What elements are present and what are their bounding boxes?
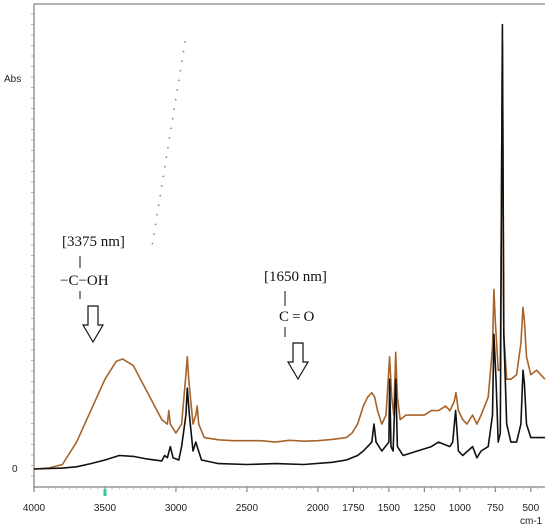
annotation-oh: [3375 nm] −C−OH bbox=[60, 234, 125, 344]
dot bbox=[154, 223, 157, 226]
dot bbox=[165, 156, 168, 159]
dot bbox=[182, 50, 185, 53]
dot bbox=[179, 69, 182, 72]
x-tick-label: 3000 bbox=[165, 503, 188, 514]
dot bbox=[162, 175, 165, 178]
x-tick-label: 1000 bbox=[449, 503, 472, 514]
x-axis: 4000 3500 3000 2500 2000 1750 1500 1250 1000 750 5… bbox=[23, 487, 540, 514]
y-axis: Abs 0 bbox=[4, 13, 34, 477]
y-axis-label: Abs bbox=[4, 74, 21, 85]
dot bbox=[176, 89, 179, 91]
x-tick-label: 1500 bbox=[378, 503, 401, 514]
x-tick-label: 2500 bbox=[236, 503, 259, 514]
x-tick-label: 3500 bbox=[94, 503, 117, 514]
dot bbox=[157, 204, 160, 207]
dot bbox=[151, 242, 154, 245]
dot bbox=[181, 60, 183, 63]
dot bbox=[170, 127, 172, 130]
x-tick-label: 2000 bbox=[307, 503, 330, 514]
annotation-co-group: C = O bbox=[279, 309, 314, 325]
dot bbox=[184, 41, 186, 43]
series-line-2 bbox=[33, 23, 545, 470]
dot bbox=[171, 117, 174, 120]
dot bbox=[153, 233, 155, 235]
dot bbox=[163, 165, 166, 168]
x-tick-label: 1750 bbox=[342, 503, 365, 514]
y-tick-label-0: 0 bbox=[12, 464, 18, 475]
x-tick-label: 750 bbox=[487, 503, 504, 514]
dot bbox=[156, 213, 159, 216]
dot bbox=[177, 79, 180, 82]
series-group bbox=[33, 23, 546, 470]
annotation-co-wavenumber: [1650 nm] bbox=[264, 269, 327, 285]
x-axis-label: cm-1 bbox=[520, 516, 543, 527]
dotted-artifact bbox=[151, 41, 186, 245]
x-tick-label: 1250 bbox=[413, 503, 436, 514]
series-line-1 bbox=[33, 41, 546, 470]
x-tick-label: 4000 bbox=[23, 503, 46, 514]
down-arrow-icon bbox=[81, 305, 105, 344]
down-arrow-icon bbox=[286, 342, 310, 381]
annotation-co: [1650 nm] C = O bbox=[264, 269, 327, 381]
dot bbox=[174, 98, 177, 101]
dot bbox=[168, 137, 171, 139]
x-tick-label: 500 bbox=[522, 503, 539, 514]
annotation-oh-group: −C−OH bbox=[60, 273, 109, 289]
dot bbox=[167, 146, 169, 149]
dot bbox=[160, 185, 163, 187]
dot bbox=[173, 108, 176, 111]
dot bbox=[159, 194, 162, 197]
annotation-oh-wavenumber: [3375 nm] bbox=[62, 234, 125, 250]
